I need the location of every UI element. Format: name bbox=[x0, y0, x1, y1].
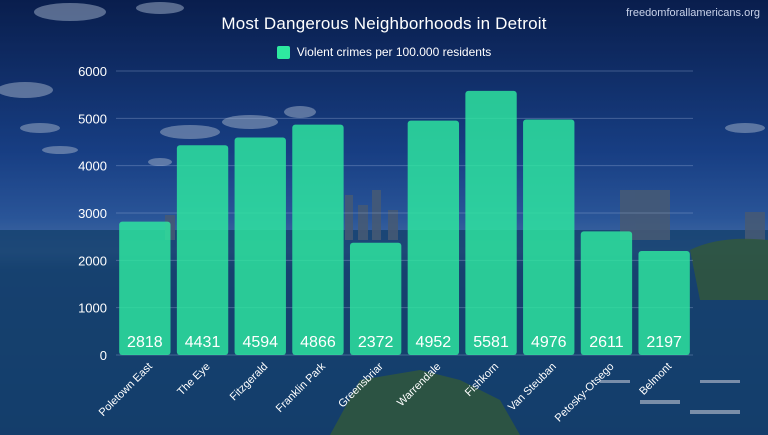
bar-value-label: 4594 bbox=[242, 334, 278, 351]
x-tick-label: Fitzgerald bbox=[228, 361, 271, 404]
bar bbox=[176, 145, 229, 355]
x-tick-label: The Eye bbox=[175, 361, 212, 398]
x-tick-label: Greensbriar bbox=[336, 360, 386, 410]
bar bbox=[638, 251, 690, 355]
bar-value-label: 2611 bbox=[589, 334, 624, 351]
bar-value-label: 5581 bbox=[473, 334, 509, 351]
bar bbox=[580, 231, 633, 355]
x-tick-label: Petosky-Otsego bbox=[553, 361, 617, 425]
x-tick-label: Franklin Park bbox=[274, 360, 329, 415]
x-tick-label: Poletown East bbox=[97, 361, 155, 419]
chart-title: Most Dangerous Neighborhoods in Detroit bbox=[221, 14, 547, 33]
legend-swatch bbox=[276, 45, 290, 59]
bar bbox=[407, 120, 460, 355]
bar bbox=[523, 119, 575, 355]
y-tick-label: 1000 bbox=[78, 301, 107, 316]
y-tick-label: 2000 bbox=[78, 253, 107, 268]
y-tick-label: 4000 bbox=[78, 159, 107, 174]
legend-label: Violent crimes per 100.000 residents bbox=[296, 45, 492, 59]
bar-value-label: 2197 bbox=[646, 334, 682, 351]
bar-value-label: 4976 bbox=[531, 334, 567, 351]
bar-value-label: 4866 bbox=[300, 334, 336, 351]
x-tick-label: Van Steuban bbox=[506, 361, 559, 414]
bar bbox=[292, 124, 344, 356]
source-watermark: freedomforallamericans.org bbox=[626, 7, 760, 19]
bar bbox=[349, 242, 402, 355]
legend: Violent crimes per 100.000 residents bbox=[0, 45, 768, 59]
x-tick-label: Belmont bbox=[637, 361, 674, 398]
bar-value-label: 4431 bbox=[185, 334, 221, 351]
bar bbox=[234, 137, 286, 355]
y-tick-label: 3000 bbox=[78, 206, 107, 221]
bar bbox=[119, 221, 171, 355]
bar-value-label: 2372 bbox=[358, 334, 394, 351]
bar bbox=[465, 90, 517, 355]
y-tick-label: 0 bbox=[100, 348, 107, 363]
x-tick-label: Fishkorn bbox=[463, 361, 501, 399]
bar-value-label: 2818 bbox=[127, 334, 163, 351]
y-tick-label: 5000 bbox=[78, 111, 107, 126]
bar-value-label: 4952 bbox=[416, 334, 452, 351]
y-tick-label: 6000 bbox=[78, 64, 107, 79]
x-tick-label: Warrendale bbox=[395, 361, 443, 409]
